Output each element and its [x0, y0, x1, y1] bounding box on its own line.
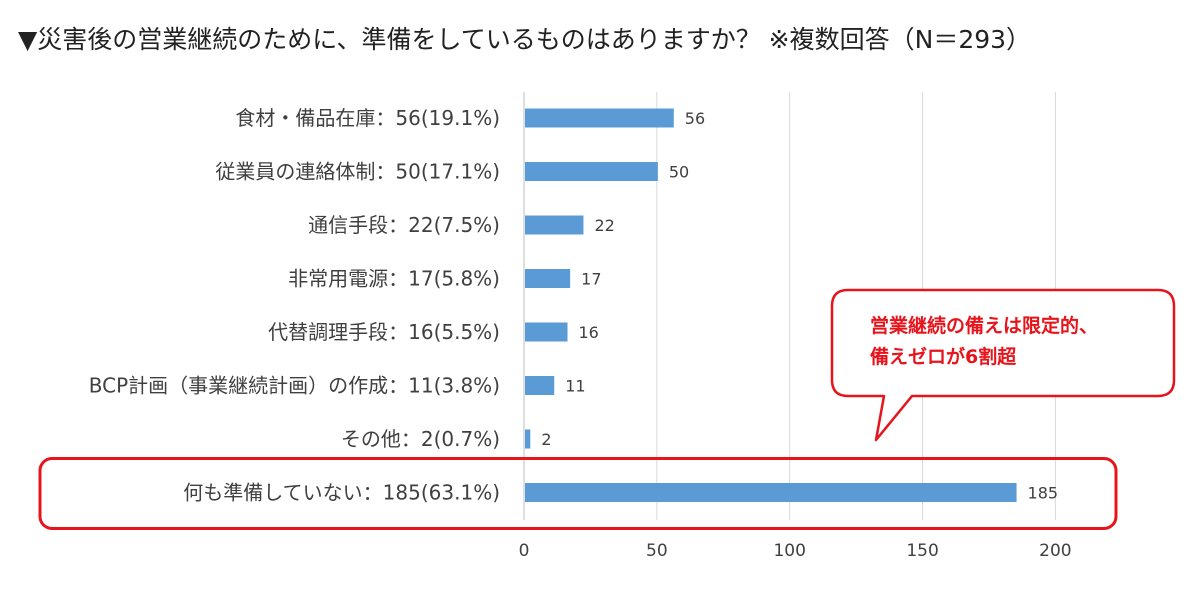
bar [525, 483, 1017, 502]
data-label: 56 [685, 109, 705, 128]
bar [525, 269, 571, 288]
data-label: 2 [541, 430, 551, 449]
category-label: 食材・備品在庫：56(19.1%) [235, 106, 500, 130]
data-label: 16 [579, 323, 599, 342]
callout-text: 営業継続の備えは限定的、 [870, 314, 1098, 337]
category-label: その他：2(0.7%) [341, 427, 500, 451]
callout-text: 備えゼロが6割超 [870, 345, 1017, 368]
category-label: 通信手段：22(7.5%) [308, 213, 500, 237]
bar [525, 162, 658, 181]
category-label: 非常用電源：17(5.8%) [288, 267, 500, 291]
highlight-box [38, 457, 1118, 530]
bars [525, 108, 1017, 502]
bar [525, 376, 555, 395]
category-labels: 食材・備品在庫：56(19.1%) 従業員の連絡体制：50(17.1%) 通信手段：… [89, 106, 500, 505]
data-label: 17 [581, 270, 601, 289]
x-tick-label: 150 [906, 541, 938, 561]
annotations: 営業継続の備えは限定的、備えゼロが6割超 [38, 288, 1176, 530]
callout-bubble [830, 288, 1176, 442]
x-tick-labels: 0 50 100 150 200 [519, 541, 1072, 561]
data-label: 50 [669, 163, 689, 182]
bar [525, 429, 531, 449]
category-label: 従業員の連絡体制：50(17.1%) [215, 160, 500, 184]
data-label: 11 [565, 377, 585, 396]
x-tick-label: 50 [646, 541, 668, 561]
category-label: BCP計画（事業継続計画）の作成：11(3.8%) [89, 374, 500, 398]
bar [525, 108, 674, 128]
bar [525, 215, 584, 235]
category-label: 代替調理手段：16(5.5%) [268, 320, 500, 344]
data-label: 22 [594, 216, 614, 235]
value-labels: 56 50 22 17 16 11 2 185 [541, 109, 1058, 503]
x-tick-label: 0 [519, 541, 530, 561]
category-label: 何も準備していない：185(63.1%) [183, 481, 500, 505]
x-tick-label: 200 [1039, 541, 1071, 561]
bar [525, 322, 568, 342]
x-tick-label: 100 [773, 541, 805, 561]
data-label: 185 [1028, 484, 1059, 503]
chart-title: ▼災害後の営業継続のために、準備をしているものはありますか？ ※複数回答（N＝2… [18, 25, 1032, 54]
